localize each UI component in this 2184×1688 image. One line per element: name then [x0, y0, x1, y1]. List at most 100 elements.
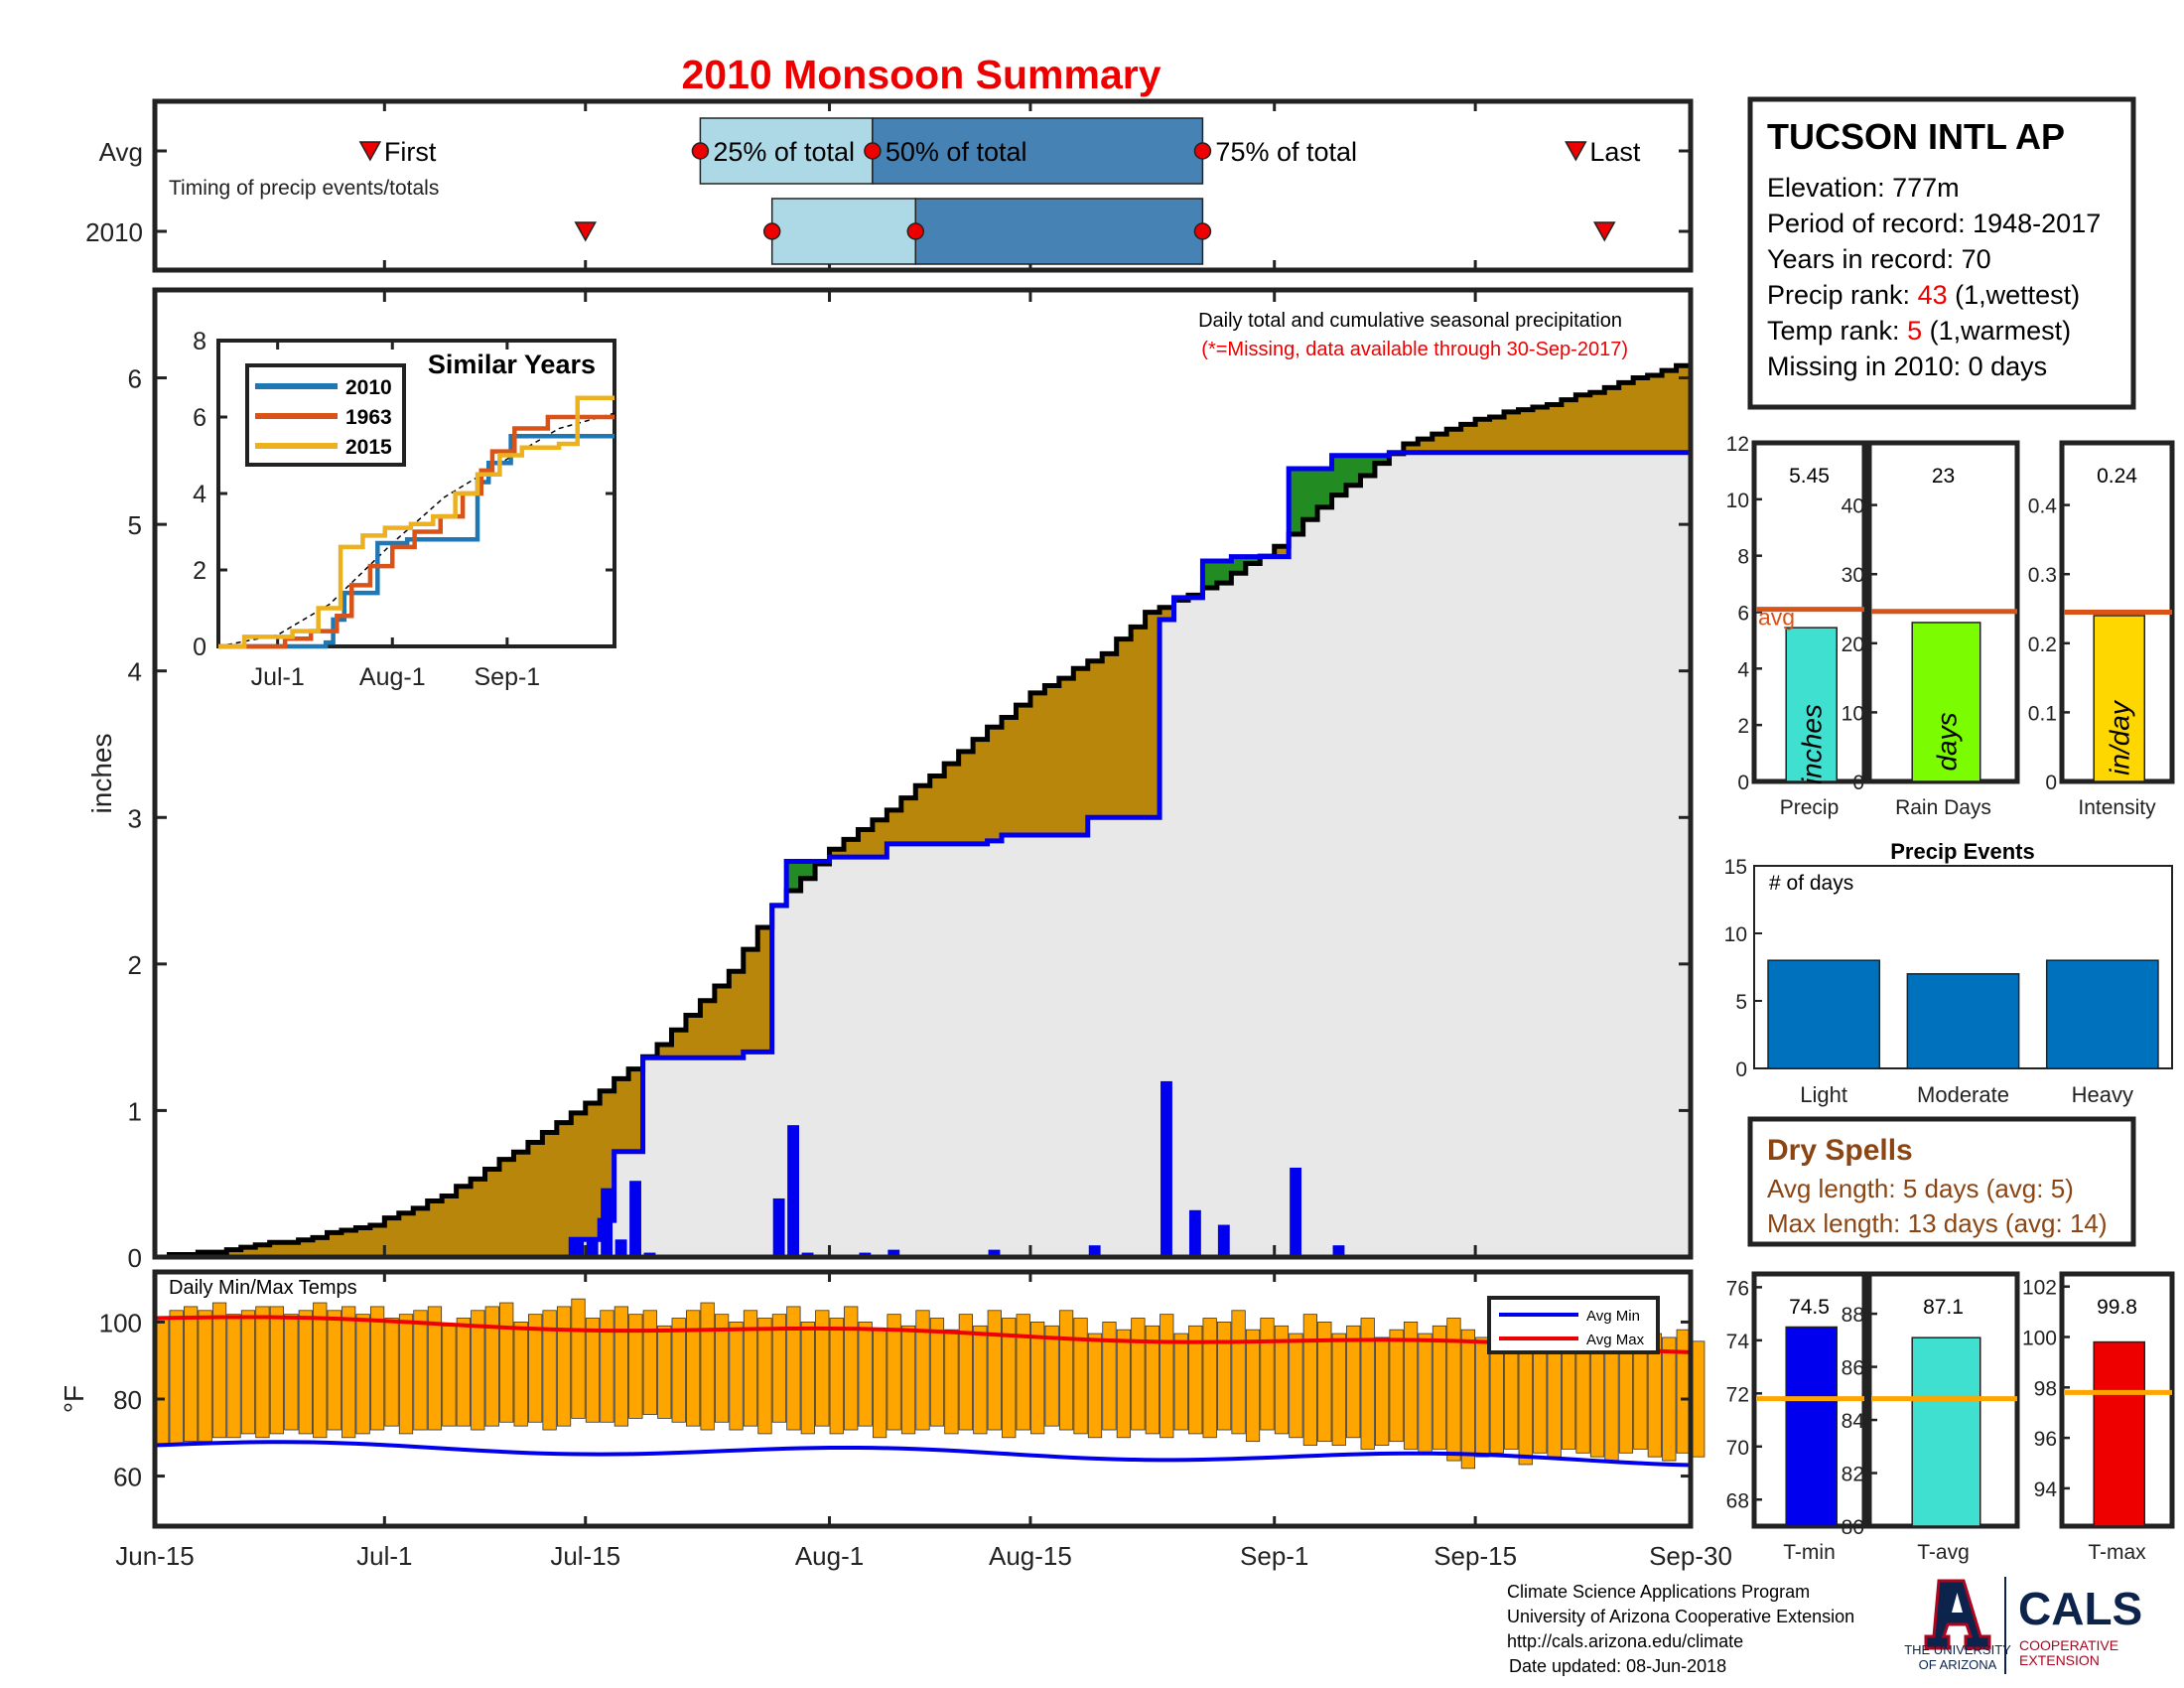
temp-range-bar [255, 1306, 270, 1439]
tavg-bar-ytick-label: 80 [1842, 1516, 1864, 1539]
precip-bar-ytick-label: 12 [1726, 433, 1749, 456]
inset-avg-dashed [217, 412, 615, 647]
events-ytick-label: 15 [1724, 856, 1747, 879]
deficit-area [1489, 416, 1505, 453]
tmax-bar-ytick-label: 94 [2034, 1478, 2058, 1501]
surplus-area [1302, 469, 1318, 520]
ua-text-line1: THE UNIVERSITY [1904, 1642, 2011, 1657]
deficit-area [900, 797, 916, 844]
temp-range-bar [1145, 1325, 1160, 1435]
surplus-area [1289, 469, 1304, 535]
deficit-area [657, 1045, 673, 1058]
temp-range-bar [887, 1314, 901, 1431]
precip-bar-ytick-label: 0 [1737, 772, 1749, 794]
dry-spells-max: Max length: 13 days (avg: 14) [1767, 1208, 2108, 1238]
surplus-area [1202, 561, 1218, 589]
deficit-area [498, 1159, 515, 1257]
temp-range-bar [771, 1314, 787, 1423]
precip-frame [152, 287, 1694, 1260]
temp-range-bar [298, 1310, 313, 1435]
temp-range-bar [1245, 1329, 1261, 1443]
temp-range-bar [973, 1325, 988, 1435]
temp-range-bar [1044, 1325, 1059, 1427]
inset-title: Similar Years [428, 350, 596, 379]
deficit-area [1274, 546, 1290, 557]
temp-range-bar [1289, 1333, 1303, 1439]
footer-line4: Date updated: 08-Jun-2018 [1509, 1656, 1726, 1676]
events-bar-light [1767, 959, 1881, 1069]
deficit-area [1460, 424, 1476, 453]
deficit-area [1518, 409, 1534, 453]
timing-subtitle: Timing of precip events/totals [169, 177, 439, 200]
rain-days-bar-bar [1911, 622, 1981, 782]
intensity-bar-category: Intensity [2078, 796, 2156, 819]
daily-precip-bar [988, 1249, 1001, 1257]
precip-bar-avg-label: avg [1758, 605, 1795, 631]
inset-legend-label-1963: 1963 [345, 406, 392, 429]
temp-range-bar [1691, 1340, 1706, 1458]
timing-row-label-avg: Avg [99, 137, 143, 167]
deficit-area [1058, 678, 1074, 835]
temp-range-bar [829, 1318, 844, 1435]
temp-range-bar [628, 1314, 643, 1419]
inset-series-1963 [218, 414, 614, 649]
tmin-bar-ytick-label: 74 [1726, 1331, 1750, 1353]
daily-precip-bar [629, 1181, 641, 1257]
deficit-area [1504, 411, 1520, 453]
temp-range-bar [1331, 1333, 1346, 1446]
deficit-area [240, 1247, 256, 1257]
deficit-area [929, 775, 945, 844]
temp-range-bar [714, 1314, 730, 1423]
temp-range-bar [1302, 1314, 1317, 1446]
temp-range-bar [413, 1310, 428, 1431]
temp-range-bar [513, 1322, 528, 1427]
tmin-bar-ytick-label: 72 [1726, 1383, 1749, 1406]
tmax-bar-ytick-label: 98 [2034, 1377, 2057, 1400]
temp-range-bar [1547, 1336, 1562, 1458]
temp-range-bar [1016, 1314, 1030, 1431]
deficit-area [944, 764, 960, 844]
temp-range-bar [398, 1314, 414, 1435]
deficit-area [614, 1078, 629, 1152]
timing-marker-p75 [1193, 142, 1212, 160]
temp-range-bar [600, 1310, 614, 1423]
rain-days-bar-ytick-label: 10 [1842, 702, 1864, 725]
temp-range-bar [900, 1325, 916, 1435]
legend-label-max: Avg Max [1586, 1332, 1645, 1348]
events-ylabel: # of days [1769, 872, 1853, 895]
deficit-area [1475, 419, 1491, 453]
deficit-area [427, 1200, 443, 1257]
temp-range-bar [1418, 1333, 1433, 1454]
deficit-area [284, 1242, 300, 1257]
temps-ytick-label: 100 [99, 1308, 142, 1337]
deficit-area [1633, 377, 1649, 453]
precip-events-chart: 0 5 10 15 Light Moderate Heavy Precip Events # o… [1724, 839, 2173, 1107]
surplus-area [1374, 455, 1390, 464]
tmax-bar-bar [2093, 1340, 2145, 1527]
temp-range-bar [1317, 1322, 1332, 1443]
deficit-area [600, 1090, 615, 1221]
timing-triangle-last [1565, 141, 1587, 162]
station-temp-rank: Temp rank: 5 (1,warmest) [1767, 316, 2071, 346]
events-category-moderate: Moderate [1917, 1082, 2009, 1107]
deficit-area [1102, 653, 1118, 818]
deficit-area [671, 1030, 687, 1058]
temp-range-bar [657, 1325, 672, 1419]
timing-panel: Avg 2010 Timing of precip events/totals 25%… [85, 98, 1694, 273]
deficit-area [843, 839, 860, 858]
timing-triangle-first [358, 141, 382, 162]
deficit-area [872, 819, 887, 858]
surplus-area [800, 861, 816, 879]
deficit-area [858, 829, 874, 858]
temps-ytick-label: 80 [113, 1385, 142, 1415]
dry-spells-title: Dry Spells [1767, 1134, 1913, 1167]
events-ytick-label: 10 [1724, 923, 1747, 946]
deficit-area [700, 1000, 716, 1058]
timing-box-25-50 [770, 198, 917, 265]
tmin-bar-ytick-label: 76 [1726, 1277, 1749, 1300]
tavg-bar-value-label: 87.1 [1923, 1296, 1964, 1319]
deficit-area [369, 1224, 385, 1257]
coop-text-line2: EXTENSION [2019, 1652, 2100, 1668]
inset-legend-label-2015: 2015 [345, 436, 392, 459]
rain-days-bar-category: Rain Days [1895, 796, 1991, 819]
